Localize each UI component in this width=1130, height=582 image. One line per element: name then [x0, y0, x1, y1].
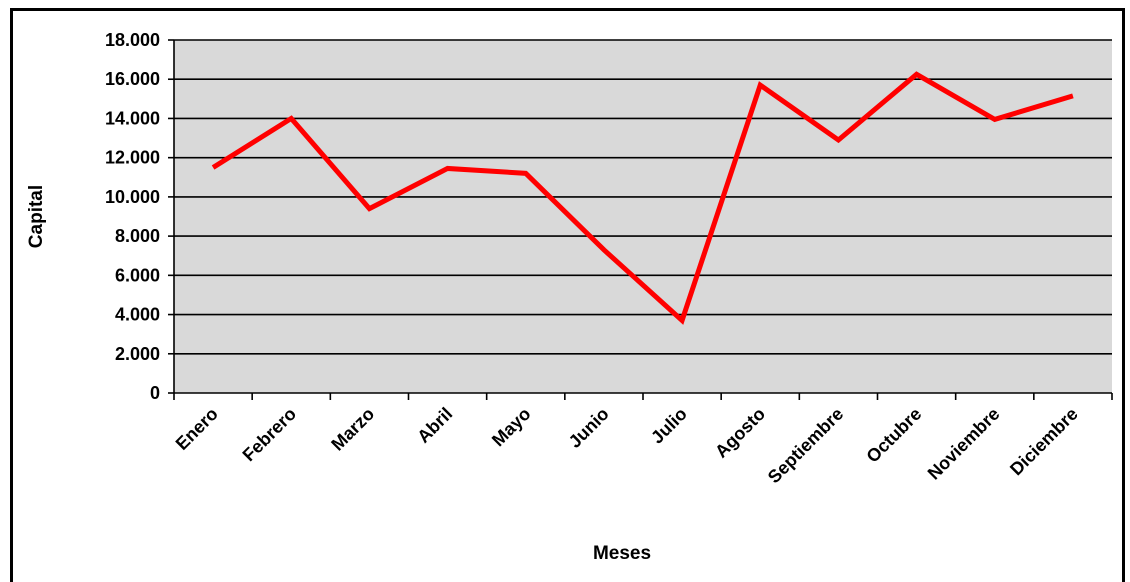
y-tick-label: 2.000 — [115, 344, 160, 364]
x-tick-label: Marzo — [327, 404, 378, 455]
x-tick-label: Enero — [172, 404, 222, 454]
x-tick-label: Febrero — [239, 404, 301, 466]
x-tick-label: Mayo — [488, 404, 535, 451]
x-tick-label: Noviembre — [924, 404, 1004, 484]
x-tick-label: Julio — [647, 404, 691, 448]
y-tick-label: 4.000 — [115, 305, 160, 325]
series-layer — [211, 71, 1074, 325]
x-tick-label: Octubre — [862, 404, 925, 467]
y-tick-label: 10.000 — [105, 187, 160, 207]
y-tick-label: 14.000 — [105, 108, 160, 128]
x-tick-label: Abril — [413, 404, 456, 447]
x-tick-label: Septiembre — [764, 404, 847, 487]
y-tick-label: 12.000 — [105, 148, 160, 168]
y-tick-label: 0 — [150, 383, 160, 403]
plot-area — [174, 40, 1112, 393]
y-tick-label: 18.000 — [105, 30, 160, 50]
x-axis-ticks: Enero Febrero Marzo Abril Mayo Junio Julio Agos… — [172, 393, 1113, 487]
y-axis-ticks: 0 2.000 4.000 6.000 8.000 10.000 12.000 14.000 1… — [105, 30, 174, 403]
x-tick-label: Junio — [565, 404, 613, 452]
x-tick-label: Agosto — [711, 404, 769, 462]
y-tick-label: 8.000 — [115, 226, 160, 246]
y-tick-label: 16.000 — [105, 69, 160, 89]
x-axis-title: Meses — [593, 543, 651, 564]
y-axis-title: Capital — [26, 185, 47, 248]
x-tick-label: Diciembre — [1006, 404, 1082, 480]
series-line — [211, 71, 1074, 325]
gridlines — [174, 39, 1112, 355]
y-tick-label: 6.000 — [115, 265, 160, 285]
